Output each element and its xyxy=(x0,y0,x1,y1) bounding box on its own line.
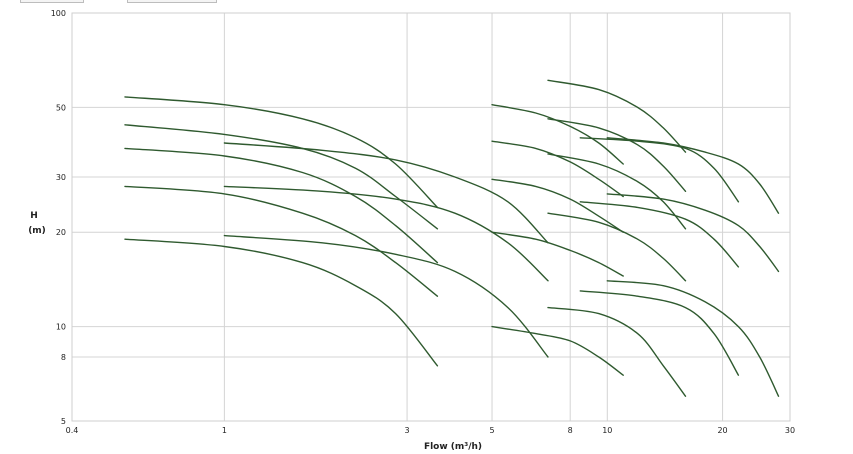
series-line-5 xyxy=(124,238,439,367)
plot-frame xyxy=(71,12,791,422)
x-tick-label: 8 xyxy=(568,426,573,435)
y-tick-label: 50 xyxy=(56,103,66,112)
series-line-1 xyxy=(124,96,439,209)
y-tick-label: 8 xyxy=(61,353,66,362)
x-tick-label: 1 xyxy=(222,426,227,435)
series-line-10 xyxy=(491,140,624,198)
series-line-6 xyxy=(223,142,549,244)
x-tick-label: 20 xyxy=(717,426,727,435)
toolbar-box-left[interactable] xyxy=(20,0,84,3)
series-line-12 xyxy=(491,231,624,277)
series-line-16 xyxy=(547,153,687,230)
series-line-20 xyxy=(579,201,740,268)
series-line-15 xyxy=(547,118,687,192)
y-tick-label: 30 xyxy=(56,173,66,182)
series-line-13 xyxy=(491,325,624,376)
x-tick-label: 0.4 xyxy=(66,426,79,435)
series-line-3 xyxy=(124,147,439,264)
y-tick-label: 10 xyxy=(56,323,66,332)
series-line-24 xyxy=(606,280,780,397)
y-axis-title-line1: H xyxy=(30,211,38,221)
series-curves xyxy=(124,79,780,397)
x-tick-label: 5 xyxy=(489,426,494,435)
y-tick-label: 5 xyxy=(61,417,66,426)
y-axis-title-line2: (m) xyxy=(28,226,46,236)
y-tick-label: 20 xyxy=(56,228,66,237)
y-tick-labels: 5 8 10 20 30 50 100 xyxy=(51,9,66,426)
x-tick-labels: 0.4 1 3 5 8 10 20 30 xyxy=(66,426,795,435)
series-line-11 xyxy=(491,178,624,233)
series-line-19 xyxy=(579,137,740,203)
series-line-9 xyxy=(491,104,624,165)
series-line-23 xyxy=(606,193,780,273)
x-tick-label: 10 xyxy=(602,426,612,435)
grid xyxy=(72,13,790,421)
series-line-18 xyxy=(547,306,687,397)
series-line-22 xyxy=(606,137,780,214)
series-line-2 xyxy=(124,124,439,230)
series-line-21 xyxy=(579,290,740,376)
toolbar-box-right[interactable] xyxy=(127,0,217,3)
series-line-14 xyxy=(547,79,687,153)
series-line-7 xyxy=(223,185,549,282)
x-tick-label: 3 xyxy=(405,426,410,435)
series-line-4 xyxy=(124,185,439,297)
series-line-17 xyxy=(547,212,687,282)
x-axis-title: Flow (m³/h) xyxy=(424,442,482,452)
series-line-8 xyxy=(223,234,549,358)
x-tick-label: 30 xyxy=(785,426,795,435)
y-tick-label: 100 xyxy=(51,9,66,18)
